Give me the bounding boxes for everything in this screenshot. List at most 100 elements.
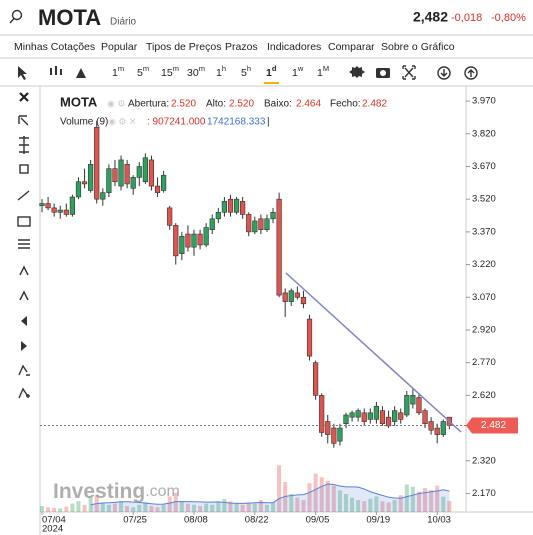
candle-body (39, 203, 45, 207)
drawing-tools (17, 92, 31, 399)
timeframe-number: 1 (112, 67, 118, 79)
period: Diário (110, 17, 137, 28)
timeframe-unit: h (247, 64, 251, 73)
save-tool[interactable] (437, 66, 451, 80)
prev-tool[interactable] (21, 316, 27, 326)
volume-bar (368, 498, 373, 512)
timeframe-button[interactable]: 1d (266, 64, 277, 79)
menu-item[interactable]: Sobre o Gráfico (381, 41, 455, 53)
timeframe-button[interactable]: 30m (187, 64, 205, 79)
volume-bar (234, 503, 239, 512)
eye-icon[interactable]: ◉ ⚙ (107, 98, 125, 108)
search-handle (9, 18, 15, 24)
y-tick-label: 3.670 (472, 161, 496, 172)
candle-body (81, 181, 88, 185)
candle-body (355, 410, 361, 418)
close-tool[interactable] (19, 92, 29, 102)
menu-item[interactable]: Tipos de Preços (146, 41, 221, 53)
load-tool[interactable] (464, 66, 478, 80)
menu-item[interactable]: Prazos (225, 41, 258, 53)
candle-body (349, 412, 355, 418)
volume-bar (441, 496, 446, 512)
zoom-out-tool[interactable] (19, 290, 29, 301)
trend-line[interactable] (285, 272, 462, 433)
rect-tool[interactable] (17, 216, 31, 227)
timeframe-number: 1 (292, 67, 298, 79)
fullscreen-tool[interactable] (402, 65, 416, 80)
next-tool[interactable] (21, 341, 27, 351)
menu-item[interactable]: Indicadores (267, 41, 321, 53)
camera-tool[interactable] (376, 68, 390, 78)
volume-ma-line (90, 483, 450, 506)
candles-tool[interactable] (50, 66, 62, 75)
menu: Minhas Cotações Popular Tipos de Preços Pra… (14, 41, 455, 53)
candle-body (288, 290, 294, 302)
legend-volume-label: Volume (9) (60, 117, 108, 128)
candle-body (88, 163, 94, 191)
candle-body (118, 159, 124, 187)
candle-body (191, 233, 197, 248)
menu-item[interactable]: Popular (101, 41, 138, 53)
eye-icon[interactable]: ◉ ⚙ ✕ (108, 116, 136, 126)
timeframe-button[interactable]: 1h (216, 64, 226, 79)
menu-item[interactable]: Comparar (328, 41, 375, 53)
change: -0,018 (451, 12, 482, 24)
candle-body (300, 296, 307, 305)
candle-body (51, 207, 57, 213)
legend-symbol: MOTA (60, 94, 98, 109)
timeframe-unit: m (118, 64, 124, 73)
timeframe-number: 1 (317, 67, 323, 79)
shape-tool[interactable] (19, 164, 29, 174)
volume-bar (307, 483, 312, 512)
line-tool[interactable] (17, 190, 30, 201)
legend-volume: : 907241.000 (147, 117, 206, 128)
zoom-in-tool[interactable] (19, 265, 29, 276)
timeframe-button[interactable]: 1w (292, 64, 304, 79)
volume-bar (131, 507, 136, 512)
volume-bar (228, 501, 233, 512)
timeframe-button[interactable]: 1m (112, 64, 124, 79)
chart-legend: MOTA ◉ ⚙ Abertura: 2.520 Alto: 2.520 Bai… (60, 94, 387, 127)
candle-body (373, 405, 380, 420)
volume-bar (58, 508, 63, 512)
volume-bar (167, 496, 172, 512)
volume-bar (100, 502, 105, 512)
volume-bar (295, 497, 300, 512)
timeframe-button[interactable]: 15m (161, 64, 179, 79)
search-icon[interactable] (11, 9, 23, 21)
volume-bar (283, 482, 288, 512)
timeframe-button[interactable]: 5h (241, 64, 251, 79)
candle-body (148, 159, 155, 187)
y-tick-label: 2.320 (472, 455, 496, 466)
select-tool[interactable] (18, 115, 29, 126)
settings-tool[interactable] (349, 66, 365, 78)
menu-item[interactable]: Minhas Cotações (14, 41, 95, 53)
volume-bar (106, 504, 111, 512)
timeframe-button[interactable]: 1M (317, 64, 329, 79)
volume-bar (216, 502, 221, 512)
timeframe-button[interactable]: 5m (137, 64, 149, 79)
timeframe-unit: d (272, 64, 277, 73)
watermark-brand: Investing (53, 480, 145, 503)
candle-body (112, 168, 118, 183)
legend-volume-ma: 1742168.333 (207, 117, 266, 128)
cursor-tool[interactable] (18, 66, 27, 80)
candle-body (385, 416, 392, 427)
candle-body (270, 211, 276, 220)
last-price-label: 2.482 (481, 420, 506, 431)
legend-sep: | (267, 117, 270, 128)
legend-high: 2.520 (229, 99, 254, 110)
area-tool[interactable] (76, 68, 86, 78)
y-tick-label: 2.620 (472, 390, 496, 401)
candle-body (75, 181, 82, 198)
channel-tool[interactable] (18, 239, 30, 249)
volume-bar (222, 498, 227, 512)
magnet-tool[interactable] (18, 364, 30, 376)
legend-open-label: Abertura: (128, 99, 169, 110)
volume-bar (313, 473, 318, 512)
measure-tool[interactable] (18, 387, 30, 399)
legend-low-label: Baixo: (264, 99, 292, 110)
fib-tool[interactable] (19, 136, 29, 154)
candle-body (276, 198, 282, 296)
volume-bar (258, 500, 263, 512)
